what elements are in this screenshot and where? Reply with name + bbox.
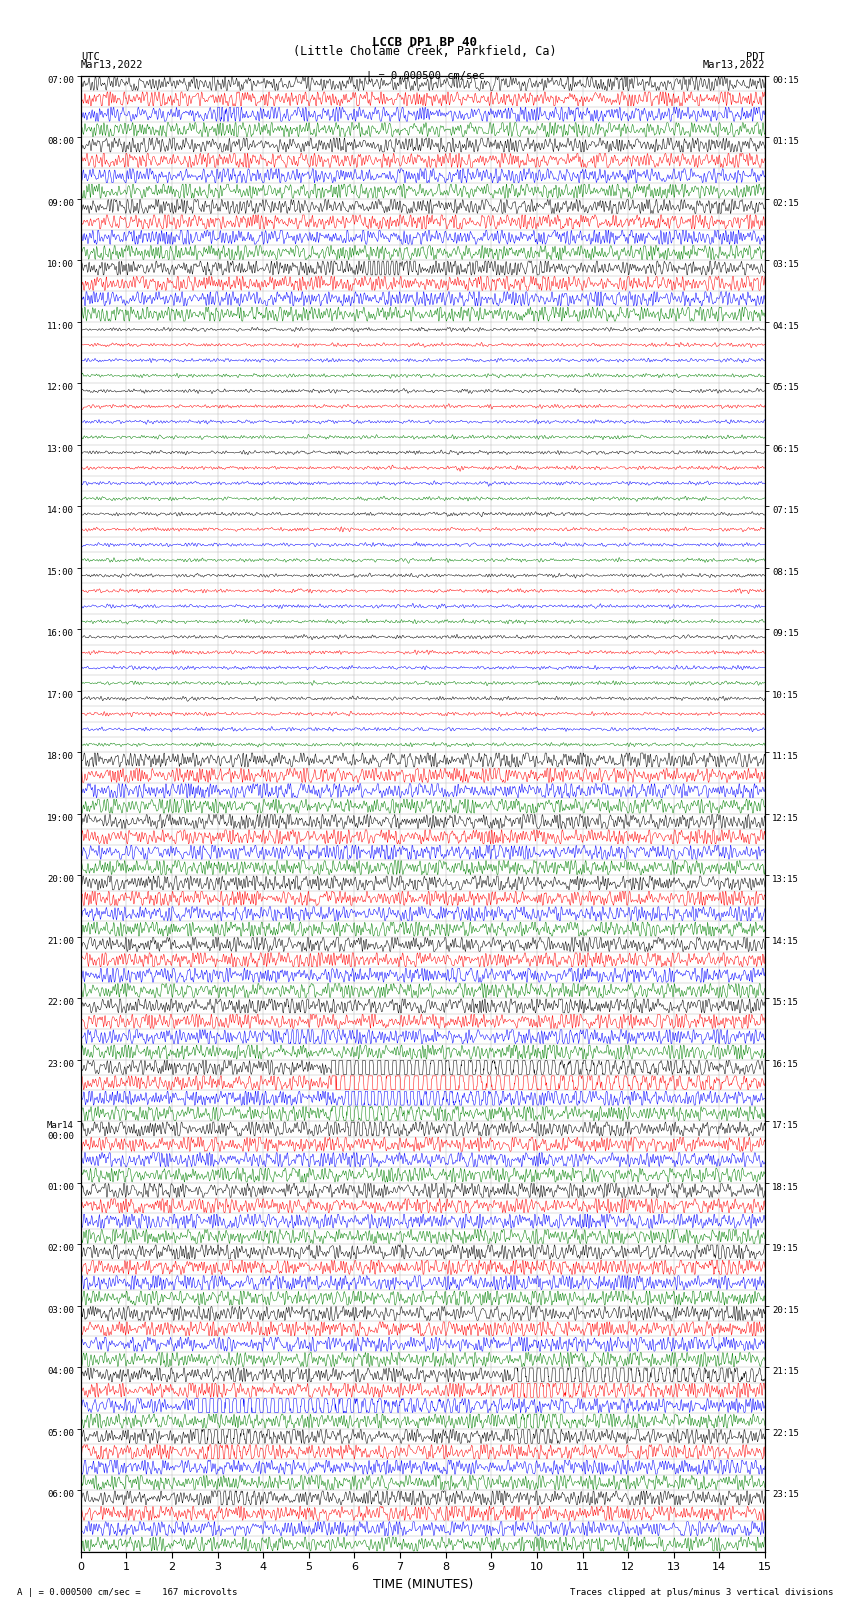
Text: Mar13,2022: Mar13,2022 xyxy=(81,60,144,69)
Text: | = 0.000500 cm/sec: | = 0.000500 cm/sec xyxy=(366,71,484,81)
Text: A | = 0.000500 cm/sec =    167 microvolts: A | = 0.000500 cm/sec = 167 microvolts xyxy=(17,1587,237,1597)
Text: UTC: UTC xyxy=(81,52,99,61)
Text: PDT: PDT xyxy=(746,52,765,61)
Text: (Little Cholame Creek, Parkfield, Ca): (Little Cholame Creek, Parkfield, Ca) xyxy=(293,45,557,58)
X-axis label: TIME (MINUTES): TIME (MINUTES) xyxy=(373,1578,473,1590)
Text: Traces clipped at plus/minus 3 vertical divisions: Traces clipped at plus/minus 3 vertical … xyxy=(570,1587,833,1597)
Text: Mar13,2022: Mar13,2022 xyxy=(702,60,765,69)
Text: LCCB DP1 BP 40: LCCB DP1 BP 40 xyxy=(372,37,478,50)
